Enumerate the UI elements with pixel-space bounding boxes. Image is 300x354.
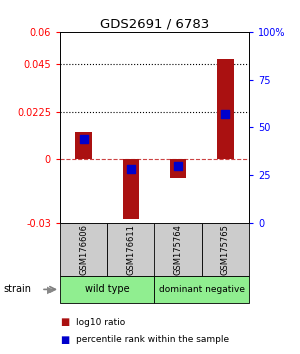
Text: log10 ratio: log10 ratio	[76, 318, 126, 327]
Bar	[170, 159, 186, 178]
Text: GSM176606: GSM176606	[79, 224, 88, 275]
Bar	[217, 59, 234, 159]
Bar	[107, 223, 154, 276]
Point	[176, 163, 181, 169]
Bar	[60, 276, 154, 303]
Bar	[75, 132, 92, 159]
Text: ▶: ▶	[46, 284, 54, 295]
Point	[81, 136, 86, 142]
Text: dominant negative: dominant negative	[159, 285, 245, 294]
Bar	[154, 223, 202, 276]
Text: ■: ■	[60, 317, 69, 327]
Point	[223, 111, 228, 117]
Bar	[123, 159, 139, 219]
Text: strain: strain	[3, 284, 31, 295]
Bar	[60, 223, 107, 276]
Text: ■: ■	[60, 335, 69, 345]
Point	[128, 167, 133, 172]
Text: GSM175764: GSM175764	[174, 224, 183, 275]
Title: GDS2691 / 6783: GDS2691 / 6783	[100, 18, 209, 31]
Text: GSM176611: GSM176611	[126, 224, 135, 275]
Text: GSM175765: GSM175765	[221, 224, 230, 275]
Text: percentile rank within the sample: percentile rank within the sample	[76, 335, 230, 344]
Bar	[154, 276, 249, 303]
Text: wild type: wild type	[85, 284, 130, 295]
Bar	[202, 223, 249, 276]
